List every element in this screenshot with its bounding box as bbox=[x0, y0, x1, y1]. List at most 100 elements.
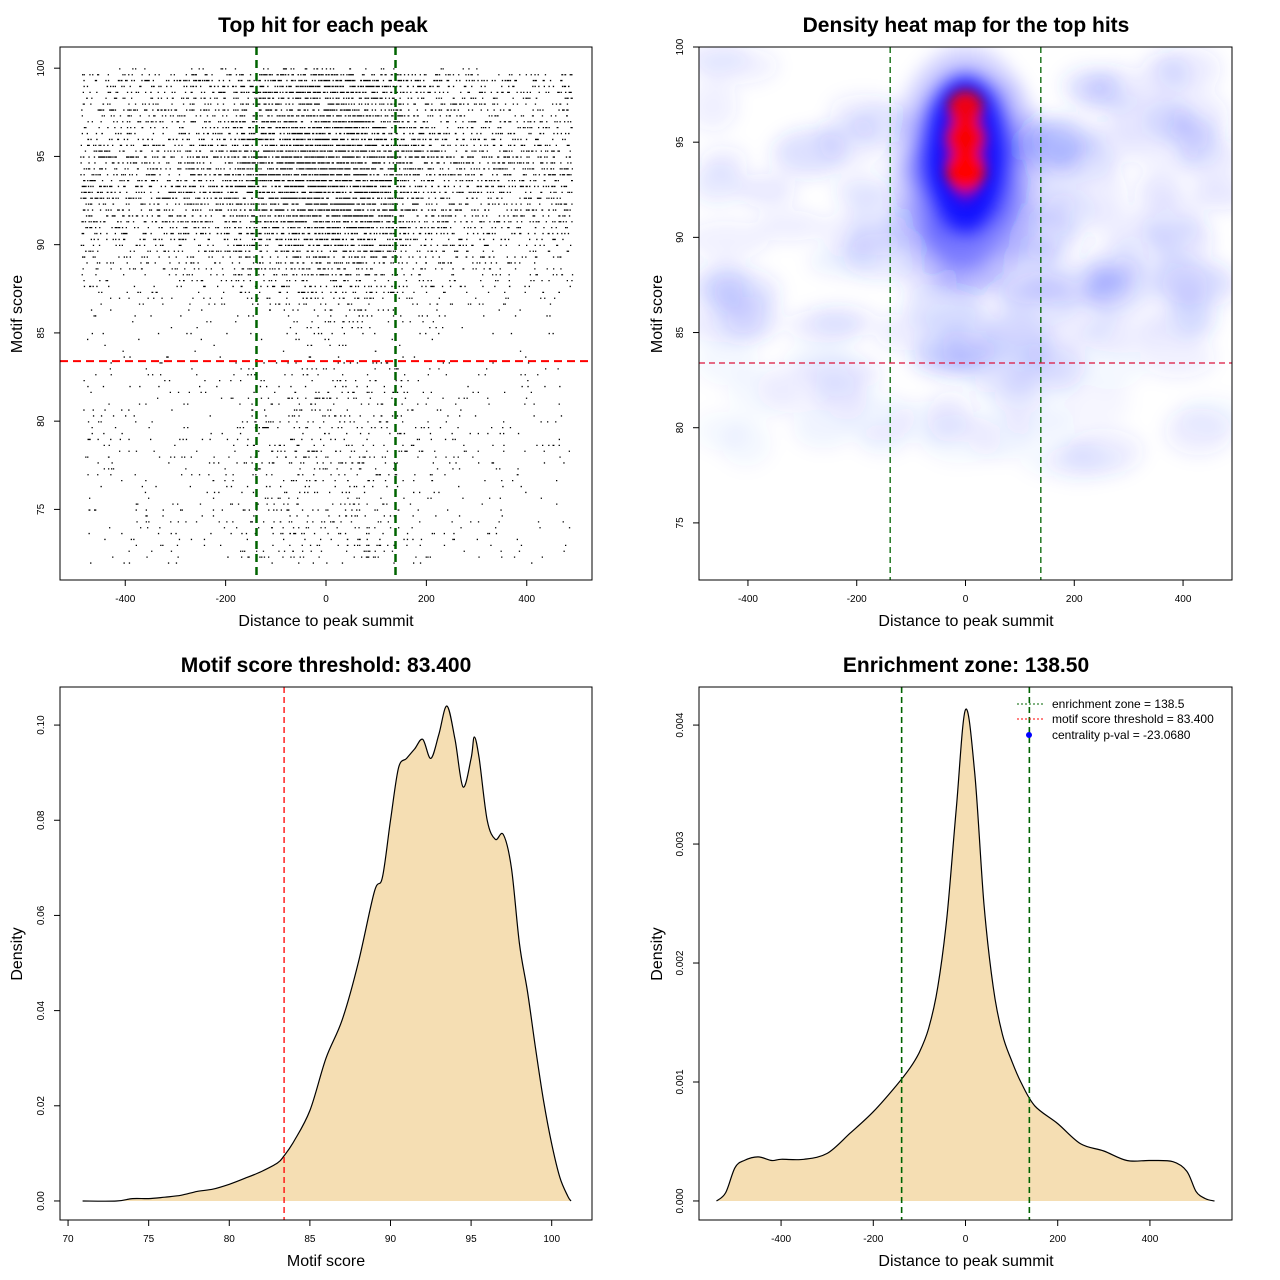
scatter-point-cloud bbox=[80, 68, 574, 564]
heatmap-x-tick-label: 400 bbox=[1175, 594, 1192, 605]
scatter-y-tick-label: 75 bbox=[36, 503, 47, 515]
heatmap-density-blob bbox=[1140, 336, 1216, 378]
distance-density-y-tick-label: 0.000 bbox=[675, 1188, 686, 1213]
heatmap-y-tick-label: 85 bbox=[675, 327, 686, 339]
scatter-title: Top hit for each peak bbox=[218, 14, 428, 37]
distance-density-area bbox=[716, 708, 1215, 1202]
scatter-x-axis: -400 -200 0 200 400 bbox=[115, 579, 536, 605]
heatmap-y-tick-label: 100 bbox=[675, 38, 686, 55]
distance-density-x-tick-label: 400 bbox=[1142, 1234, 1159, 1245]
scatter-x-tick-label: -400 bbox=[115, 594, 135, 605]
score-density-y-tick-label: 0.02 bbox=[36, 1096, 47, 1116]
score-density-y-tick-label: 0.04 bbox=[36, 1000, 47, 1020]
distance-density-x-tick-label: -200 bbox=[863, 1234, 883, 1245]
legend-enrichment-zone-label: enrichment zone = 138.5 bbox=[1052, 697, 1185, 711]
distance-density-panel: Enrichment zone: 138.50 -400 -200 0 200 400 … bbox=[649, 654, 1233, 1270]
heatmap-y-axis-label: Motif score bbox=[649, 275, 666, 353]
legend: enrichment zone = 138.5 motif score thre… bbox=[1017, 697, 1214, 742]
heatmap-density-blob bbox=[846, 394, 915, 442]
legend-centrality-point bbox=[1026, 732, 1032, 738]
heatmap-x-axis-label: Distance to peak summit bbox=[878, 613, 1054, 630]
scatter-y-tick-label: 90 bbox=[36, 239, 47, 251]
heatmap-density-blob bbox=[701, 146, 748, 177]
heatmap-title: Density heat map for the top hits bbox=[803, 14, 1130, 37]
distance-density-y-tick-label: 0.004 bbox=[675, 712, 686, 737]
heatmap-density-blob bbox=[1190, 179, 1232, 210]
heatmap-density bbox=[699, 47, 1232, 580]
scatter-y-axis: 75 80 85 90 95 100 bbox=[36, 59, 61, 515]
distance-density-title: Enrichment zone: 138.50 bbox=[843, 654, 1089, 677]
heatmap-x-tick-label: 200 bbox=[1066, 594, 1083, 605]
heatmap-density-blob bbox=[756, 210, 825, 241]
score-density-x-tick-label: 70 bbox=[62, 1234, 74, 1245]
score-density-y-axis: 0.00 0.02 0.04 0.06 0.08 0.10 bbox=[36, 715, 61, 1211]
distance-density-x-tick-label: -400 bbox=[771, 1234, 791, 1245]
score-density-y-tick-label: 0.10 bbox=[36, 715, 47, 735]
heatmap-density-blob bbox=[699, 81, 737, 131]
heatmap-y-tick-label: 75 bbox=[675, 517, 686, 529]
score-density-title: Motif score threshold: 83.400 bbox=[181, 654, 472, 677]
heatmap-density-blob bbox=[770, 130, 847, 180]
distance-density-curve bbox=[716, 708, 1215, 1202]
heatmap-density-blob bbox=[1020, 441, 1084, 477]
scatter-points bbox=[80, 68, 574, 564]
scatter-x-tick-label: -200 bbox=[216, 594, 236, 605]
heatmap-density-blob bbox=[1176, 397, 1232, 437]
score-density-x-axis: 70 75 80 85 90 95 100 bbox=[62, 1219, 560, 1245]
heatmap-panel: Density heat map for the top hits -400 -2… bbox=[649, 14, 1233, 630]
heatmap-y-tick-label: 80 bbox=[675, 422, 686, 434]
distance-density-y-tick-label: 0.002 bbox=[675, 950, 686, 975]
heatmap-density-blob bbox=[1177, 138, 1232, 184]
score-density-x-tick-label: 85 bbox=[304, 1234, 316, 1245]
heatmap-density-blob bbox=[787, 309, 863, 343]
heatmap-density-blob bbox=[699, 47, 751, 74]
heatmap-density-blob bbox=[1142, 199, 1205, 244]
heatmap-hotspot bbox=[948, 90, 983, 126]
distance-density-x-tick-label: 0 bbox=[963, 1234, 969, 1245]
heatmap-density-blob bbox=[1146, 303, 1213, 342]
heatmap-density-blob bbox=[920, 302, 999, 339]
scatter-x-axis-label: Distance to peak summit bbox=[238, 613, 414, 630]
score-density-area bbox=[82, 705, 572, 1202]
distance-density-y-axis-label: Density bbox=[649, 927, 666, 980]
heatmap-x-tick-label: 0 bbox=[963, 594, 969, 605]
enrichment-zone-lines bbox=[900, 687, 1031, 1220]
scatter-x-tick-label: 400 bbox=[518, 594, 535, 605]
scatter-y-tick-label: 80 bbox=[36, 415, 47, 427]
heatmap-density-blob bbox=[1078, 344, 1145, 390]
heatmap-density-blob bbox=[720, 419, 772, 467]
scatter-plot-frame bbox=[59, 46, 593, 581]
scatter-y-tick-label: 100 bbox=[36, 59, 47, 76]
score-density-x-tick-label: 90 bbox=[385, 1234, 397, 1245]
heatmap-hot-layer bbox=[943, 90, 988, 203]
score-density-fill bbox=[82, 705, 571, 1202]
heatmap-density-blob bbox=[713, 269, 782, 315]
heatmap-density-blob bbox=[966, 410, 1033, 460]
heatmap-density-blob bbox=[813, 360, 885, 389]
heatmap-density-blob bbox=[1091, 205, 1158, 243]
heatmap-x-tick-label: -400 bbox=[738, 594, 758, 605]
distance-density-fill bbox=[716, 708, 1215, 1201]
heatmap-y-tick-label: 95 bbox=[675, 136, 686, 148]
heatmap-y-tick-label: 90 bbox=[675, 231, 686, 243]
score-density-y-tick-label: 0.08 bbox=[36, 810, 47, 830]
legend-motif-threshold-label: motif score threshold = 83.400 bbox=[1052, 712, 1214, 726]
heatmap-density-blob bbox=[793, 407, 855, 449]
score-density-panel: Motif score threshold: 83.400 70 75 80 85 90… bbox=[9, 654, 593, 1270]
heatmap-density-blob bbox=[830, 94, 897, 124]
score-density-x-tick-label: 95 bbox=[466, 1234, 478, 1245]
heatmap-reference-lines bbox=[699, 47, 1232, 580]
distance-density-y-axis: 0.000 0.001 0.002 0.003 0.004 bbox=[675, 712, 700, 1213]
scatter-reference-lines bbox=[60, 47, 592, 580]
score-density-x-axis-label: Motif score bbox=[287, 1253, 365, 1270]
score-density-curve bbox=[82, 705, 572, 1202]
scatter-y-tick-label: 85 bbox=[36, 327, 47, 339]
distance-density-x-tick-label: 200 bbox=[1049, 1234, 1066, 1245]
distance-density-x-axis-label: Distance to peak summit bbox=[878, 1253, 1054, 1270]
legend-centrality-label: centrality p-val = -23.0680 bbox=[1052, 728, 1191, 742]
distance-density-x-axis: -400 -200 0 200 400 bbox=[771, 1219, 1159, 1245]
heatmap-density-blob bbox=[977, 318, 1053, 368]
heatmap-density-blob bbox=[737, 173, 796, 208]
heatmap-soft-layer bbox=[699, 47, 1232, 483]
score-density-x-tick-label: 100 bbox=[543, 1234, 560, 1245]
